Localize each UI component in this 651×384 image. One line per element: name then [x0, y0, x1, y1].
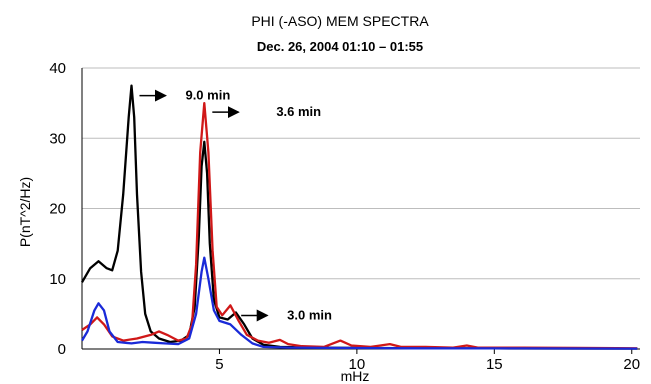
spectrum-line-2: [81, 101, 638, 350]
annotation-label: 3.0 min: [287, 307, 332, 322]
y-tick-label: 30: [49, 130, 66, 147]
chart-title: PHI (-ASO) MEM SPECTRA: [251, 13, 429, 29]
chart-subtitle: Dec. 26, 2004 01:10 – 01:55: [257, 39, 423, 54]
y-tick-label: 40: [49, 60, 66, 77]
x-tick-label: 10: [349, 356, 366, 373]
x-axis-label: mHz: [341, 368, 370, 384]
annotations: 9.0 min 3.6 min 3.0 min: [139, 88, 332, 322]
x-tick-label: 5: [215, 356, 223, 373]
y-tick-label: 10: [49, 271, 66, 288]
series: [81, 84, 638, 350]
grid: [82, 67, 640, 280]
spectrum-line-1: [81, 84, 638, 350]
x-tick-label: 20: [623, 356, 640, 373]
y-axis-label: P(nT^2/Hz): [17, 177, 33, 247]
x-tick-label: 15: [486, 356, 503, 373]
y-tick-label: 20: [49, 201, 66, 218]
annotation-label: 3.6 min: [276, 104, 321, 119]
annotation-label: 9.0 min: [185, 88, 230, 103]
y-tick-label: 0: [58, 341, 66, 358]
spectrum-line-3: [81, 256, 638, 350]
